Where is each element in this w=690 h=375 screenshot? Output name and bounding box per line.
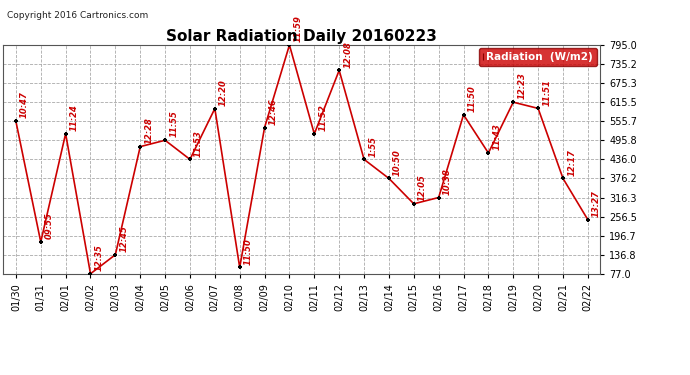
Text: 11:59: 11:59 bbox=[294, 15, 303, 42]
Text: 12:46: 12:46 bbox=[268, 98, 278, 125]
Point bbox=[110, 252, 121, 258]
Text: 12:23: 12:23 bbox=[518, 72, 526, 99]
Point bbox=[558, 176, 569, 181]
Title: Solar Radiation Daily 20160223: Solar Radiation Daily 20160223 bbox=[166, 29, 437, 44]
Text: Copyright 2016 Cartronics.com: Copyright 2016 Cartronics.com bbox=[7, 11, 148, 20]
Text: 10:50: 10:50 bbox=[393, 149, 402, 176]
Text: 11:51: 11:51 bbox=[542, 79, 551, 106]
Text: 11:55: 11:55 bbox=[169, 111, 178, 138]
Point bbox=[10, 118, 21, 124]
Point bbox=[334, 68, 345, 74]
Text: 1:55: 1:55 bbox=[368, 136, 377, 157]
Text: 09:55: 09:55 bbox=[45, 212, 54, 239]
Text: 11:52: 11:52 bbox=[319, 104, 328, 131]
Point bbox=[209, 105, 220, 111]
Text: 12:17: 12:17 bbox=[567, 149, 576, 176]
Point bbox=[60, 130, 71, 136]
Point bbox=[533, 105, 544, 111]
Text: 11:24: 11:24 bbox=[70, 104, 79, 131]
Text: 11:43: 11:43 bbox=[493, 123, 502, 150]
Point bbox=[384, 176, 395, 181]
Point bbox=[135, 144, 146, 150]
Text: 12:08: 12:08 bbox=[344, 40, 353, 68]
Text: 12:20: 12:20 bbox=[219, 79, 228, 106]
Text: 10:47: 10:47 bbox=[20, 92, 29, 118]
Text: 12:35: 12:35 bbox=[95, 244, 103, 271]
Point bbox=[184, 156, 195, 162]
Point bbox=[309, 131, 320, 137]
Text: 11:50: 11:50 bbox=[468, 85, 477, 112]
Point bbox=[483, 150, 494, 156]
Text: 13:27: 13:27 bbox=[592, 190, 601, 217]
Text: 12:05: 12:05 bbox=[418, 174, 427, 201]
Point bbox=[234, 264, 245, 270]
Point bbox=[284, 42, 295, 48]
Point bbox=[159, 137, 170, 143]
Text: 12:45: 12:45 bbox=[119, 225, 128, 252]
Text: 10:38: 10:38 bbox=[443, 168, 452, 195]
Point bbox=[259, 124, 270, 130]
Text: 11:50: 11:50 bbox=[244, 238, 253, 265]
Point bbox=[582, 217, 593, 223]
Point bbox=[359, 156, 370, 162]
Point bbox=[408, 201, 420, 207]
Point bbox=[85, 271, 96, 277]
Text: 12:28: 12:28 bbox=[144, 117, 153, 144]
Point bbox=[508, 99, 519, 105]
Point bbox=[35, 239, 46, 245]
Point bbox=[458, 112, 469, 118]
Text: 11:53: 11:53 bbox=[194, 130, 203, 157]
Point bbox=[433, 195, 444, 201]
Legend: Radiation  (W/m2): Radiation (W/m2) bbox=[479, 48, 597, 66]
